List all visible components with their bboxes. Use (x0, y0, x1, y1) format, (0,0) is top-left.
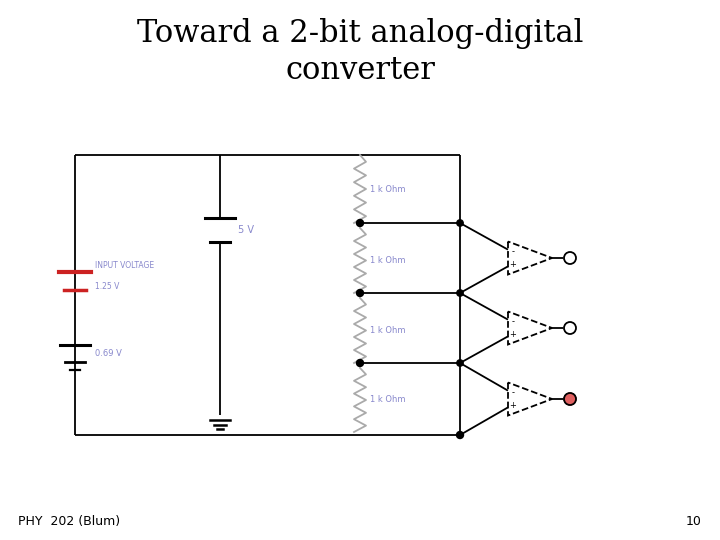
Circle shape (456, 220, 463, 226)
Text: +: + (510, 401, 516, 410)
Text: converter: converter (285, 55, 435, 86)
Text: 5 V: 5 V (238, 225, 254, 235)
Circle shape (356, 360, 364, 367)
Text: 10: 10 (686, 515, 702, 528)
Text: -: - (511, 317, 515, 326)
Text: PHY  202 (Blum): PHY 202 (Blum) (18, 515, 120, 528)
Circle shape (456, 431, 464, 438)
Text: -: - (511, 247, 515, 256)
Text: 1 k Ohm: 1 k Ohm (370, 256, 405, 265)
Circle shape (456, 290, 463, 296)
Circle shape (356, 219, 364, 226)
Text: 1 k Ohm: 1 k Ohm (370, 395, 405, 404)
Circle shape (564, 393, 576, 405)
Text: 1.25 V: 1.25 V (95, 282, 120, 291)
Text: INPUT VOLTAGE: INPUT VOLTAGE (95, 261, 154, 270)
Text: Toward a 2-bit analog-digital: Toward a 2-bit analog-digital (137, 18, 583, 49)
Circle shape (564, 252, 576, 264)
Text: +: + (510, 260, 516, 269)
Text: +: + (510, 330, 516, 339)
Circle shape (564, 322, 576, 334)
Circle shape (356, 289, 364, 296)
Circle shape (456, 360, 463, 366)
Text: 1 k Ohm: 1 k Ohm (370, 326, 405, 335)
Text: 1 k Ohm: 1 k Ohm (370, 185, 405, 193)
Text: 0.69 V: 0.69 V (95, 349, 122, 358)
Text: -: - (511, 388, 515, 397)
